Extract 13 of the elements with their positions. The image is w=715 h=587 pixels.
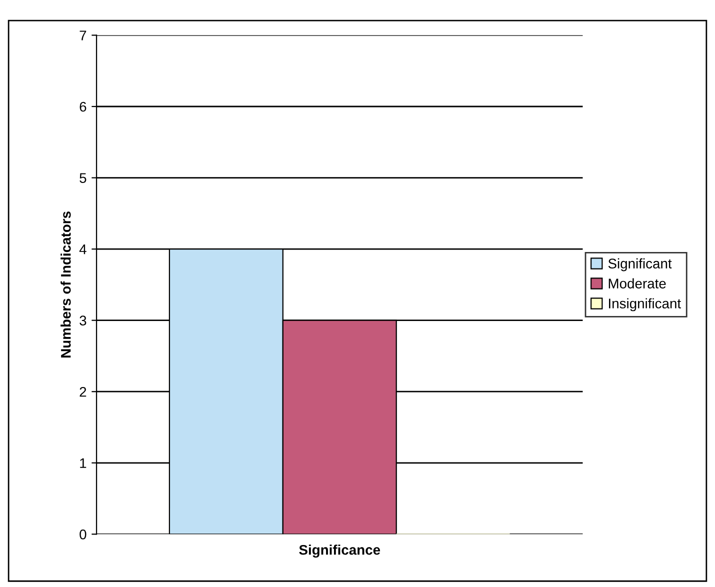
y-tick-label: 7	[80, 30, 86, 40]
y-tick-label: 1	[80, 458, 86, 468]
legend-label: Insignificant	[609, 298, 681, 312]
y-tick-label: 6	[80, 102, 86, 112]
legend-label: Significant	[608, 258, 672, 272]
y-tick-label: 5	[80, 173, 86, 183]
y-tick-label: 0	[80, 530, 86, 540]
y-tick-label: 2	[80, 386, 86, 397]
y-tick-label: 3	[80, 316, 86, 326]
legend-label: Moderate	[608, 278, 666, 288]
y-tick-label: 4	[79, 244, 86, 254]
y-axis-title: Numbers of Indicators	[60, 212, 71, 358]
x-axis-title: Significance	[299, 544, 380, 558]
